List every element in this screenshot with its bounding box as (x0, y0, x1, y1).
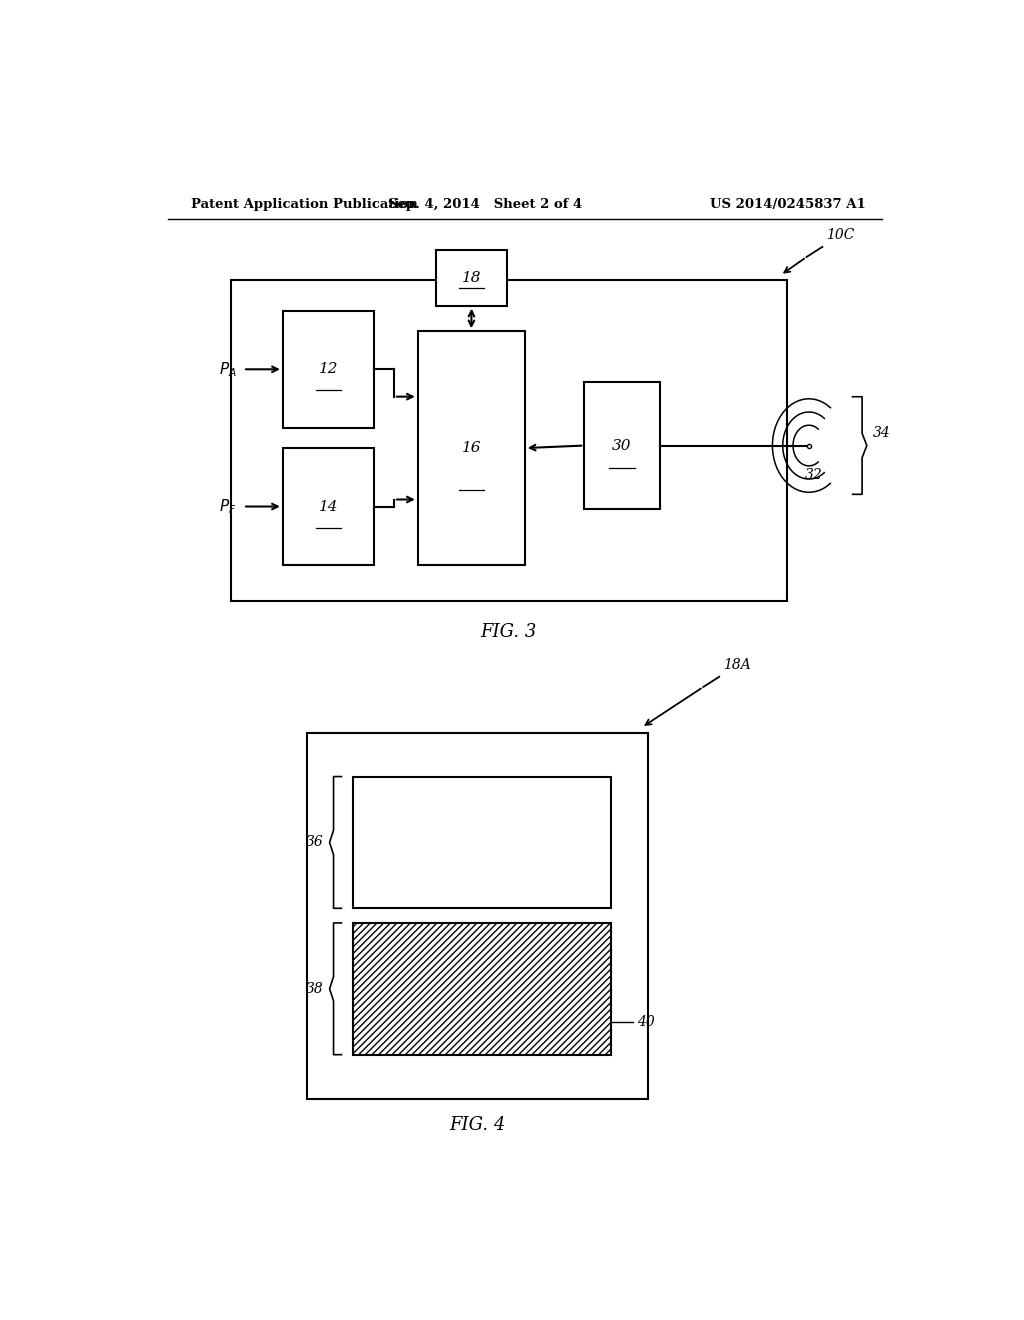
Text: 38: 38 (305, 982, 324, 995)
Text: $P_F$: $P_F$ (219, 498, 237, 516)
Text: 40: 40 (637, 1015, 654, 1028)
Text: FIG. 4: FIG. 4 (449, 1115, 506, 1134)
Bar (231, 280, 786, 601)
Text: 32: 32 (805, 467, 822, 482)
Text: 14: 14 (318, 499, 338, 513)
Text: US 2014/0245837 A1: US 2014/0245837 A1 (711, 198, 866, 211)
Text: $P_A$: $P_A$ (219, 360, 237, 379)
Text: 16: 16 (462, 441, 481, 455)
Text: 30: 30 (612, 438, 632, 453)
Bar (306, 733, 648, 1098)
Bar (418, 331, 524, 565)
Text: 36: 36 (305, 836, 324, 850)
Bar (283, 447, 374, 565)
Bar (436, 249, 507, 306)
Text: 10C: 10C (826, 228, 855, 242)
Text: 18A: 18A (723, 657, 751, 672)
Bar (352, 923, 610, 1055)
Text: 12: 12 (318, 362, 338, 376)
Text: 18: 18 (462, 271, 481, 285)
Text: FIG. 3: FIG. 3 (480, 623, 538, 642)
Bar (352, 776, 610, 908)
Text: Sep. 4, 2014   Sheet 2 of 4: Sep. 4, 2014 Sheet 2 of 4 (388, 198, 583, 211)
Bar (283, 312, 374, 428)
Bar (585, 381, 659, 510)
Text: 34: 34 (873, 426, 891, 441)
Text: Patent Application Publication: Patent Application Publication (191, 198, 418, 211)
